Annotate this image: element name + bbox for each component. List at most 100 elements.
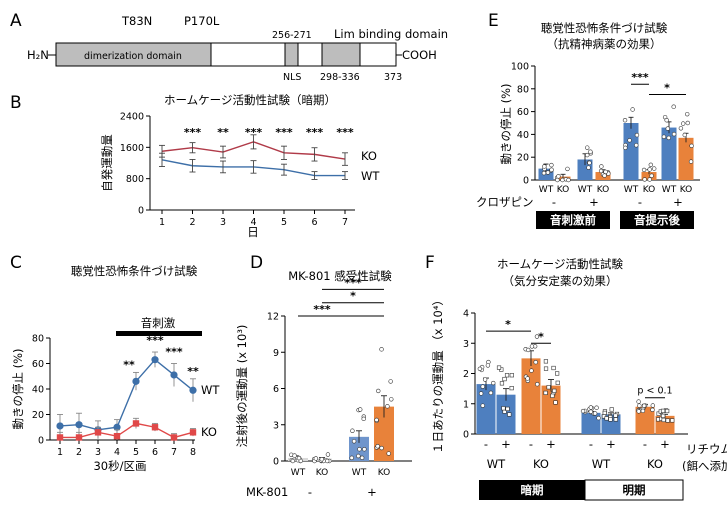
chart-b-significance: ***: [275, 126, 293, 139]
chart-f-drug-sign: +: [660, 437, 670, 451]
chart-c-point-wt: [132, 377, 140, 385]
chart-c-xtick-label: 4: [114, 447, 120, 458]
chart-d-y-ticks: 0 3 6 9 12: [267, 312, 285, 468]
chart-e-annotations: ****: [631, 71, 686, 95]
chart-e-xtick-label: KO: [643, 185, 656, 195]
chart-f-ytick-label: 1: [463, 399, 469, 410]
chart-f-subtitle: （気分安定薬の効果）: [503, 274, 618, 288]
chart-e-bar: [538, 168, 554, 180]
chart-e-phase-post: 音提示後: [634, 213, 680, 227]
chart-e-significance: ***: [631, 71, 649, 84]
chart-c-x-ticks: 1 2 3 4 5 6 7 8: [57, 440, 196, 458]
chart-d-significance: ***: [313, 303, 331, 316]
chart-e-bar: [661, 127, 677, 180]
protein-body-2: [297, 42, 323, 67]
chart-c-significance: ***: [146, 334, 164, 347]
chart-d-datapoint: [290, 458, 296, 464]
chart-b-ylabel: 自発運動量: [100, 134, 114, 192]
chart-b-xtick-label: 4: [250, 217, 256, 228]
chart-f-datapoint: [526, 347, 531, 353]
chart-c-point-wt: [189, 386, 197, 394]
chart-d-datapoint: [324, 458, 330, 464]
chart-f-title: ホームケージ活動性試験: [497, 257, 623, 271]
chart-e-subtitle: （抗精神病薬の効果）: [547, 37, 662, 51]
chart-e-datapoint: [587, 160, 592, 166]
chart-c-point-ko: [75, 434, 83, 441]
chart-c-point-ko: [189, 429, 197, 436]
chart-f-datapoint: [488, 390, 494, 396]
chart-c-point-wt: [113, 423, 121, 431]
panel-label-a: A: [10, 11, 22, 31]
chart-e-drug-sign: -: [638, 195, 642, 209]
chart-e-datapoint: [585, 145, 590, 150]
chart-e-datapoint: [555, 177, 560, 183]
region-298-336-box: [321, 42, 361, 67]
chart-b-series: [159, 134, 348, 180]
chart-e-datapoint: [647, 167, 652, 172]
chart-e-xtick-label: WT: [539, 185, 554, 195]
chart-d-datapoint: [359, 455, 365, 461]
chart-b-xtick-label: 2: [189, 217, 195, 228]
region-298-336-label: 298-336: [320, 72, 360, 83]
chart-f-datapoint: [636, 409, 641, 414]
chart-f-datapoint: [505, 406, 510, 411]
chart-e-datapoint: [560, 177, 565, 183]
chart-e-datapoint: [666, 135, 671, 141]
chart-d-datapoint: [350, 428, 355, 433]
chart-d-annotations: *******: [298, 276, 384, 317]
chart-f-datapoint: [580, 408, 586, 414]
chart-b-significance: ***: [184, 126, 202, 139]
chart-f-datapoint: [477, 366, 483, 372]
chart-e-datapoint: [545, 170, 551, 175]
panel-label-f: F: [425, 253, 435, 273]
chart-f-datapoint: [543, 366, 549, 371]
chart-f-datapoint: [555, 371, 560, 376]
chart-b-ytick-label: 0: [138, 206, 144, 217]
chart-e-datapoint: [599, 164, 604, 169]
chart-f-datapoint: [543, 359, 549, 364]
chart-f-datapoint: [509, 386, 514, 391]
chart-f-datapoint: [588, 405, 594, 410]
chart-f-datapoint: [535, 382, 540, 387]
chart-e-datapoint: [541, 170, 547, 176]
chart-e-datapoint: [634, 132, 640, 138]
chart-e-bar: [678, 137, 694, 180]
chart-d-datapoint: [379, 347, 384, 352]
chart-b-xtick-label: 7: [342, 217, 348, 228]
chart-d-ytick-label: 9: [273, 348, 279, 359]
chart-c-point-ko: [132, 420, 140, 427]
chart-c-point-wt: [170, 371, 178, 379]
chart-b-title: ホームケージ活動性試験（暗期）: [164, 93, 336, 107]
chart-e-title: 聴覚性恐怖条件づけ試験: [541, 21, 668, 35]
chart-c-xtick-label: 1: [57, 447, 63, 458]
chart-b-significance: ***: [306, 126, 324, 139]
chart-f-datapoint: [613, 417, 618, 422]
chart-f-datapoint: [550, 393, 555, 398]
mutation-p170l: P170L: [184, 14, 220, 28]
chart-e-datapoint: [542, 164, 547, 169]
chart-f-datapoint: [507, 412, 512, 417]
chart-f-datapoint: [482, 377, 488, 382]
chart-d-xtick-label: WT: [291, 468, 306, 478]
chart-c-ytick-label: 20: [32, 410, 44, 421]
chart-f-phase-box-dark: [479, 480, 585, 500]
chart-f-drug-sign: -: [529, 437, 533, 451]
chart-e-ytick-label: 80: [517, 84, 529, 95]
chart-e-datapoint: [634, 143, 639, 148]
chart-f-datapoint: [613, 413, 618, 418]
chart-e-xtick-label: WT: [624, 185, 639, 195]
chart-e-phase-box-post: [620, 211, 694, 229]
chart-c-ytick-label: 40: [32, 385, 44, 396]
chart-f-datapoint: [650, 403, 656, 408]
chart-f-phase-box-light: [584, 479, 684, 501]
chart-f-bar: [476, 384, 496, 434]
chart-f-drug-label: リチウム: [686, 442, 727, 456]
chart-f-significance: *: [538, 330, 544, 343]
protein-body-3: [359, 42, 397, 67]
chart-e-datapoint: [598, 168, 604, 174]
chart-c-xlabel: 30秒/区画: [93, 459, 146, 473]
chart-f-phase-light: 明期: [623, 483, 646, 497]
panel-label-c: C: [10, 253, 22, 273]
dimerization-domain-label: dimerization domain: [84, 51, 182, 62]
